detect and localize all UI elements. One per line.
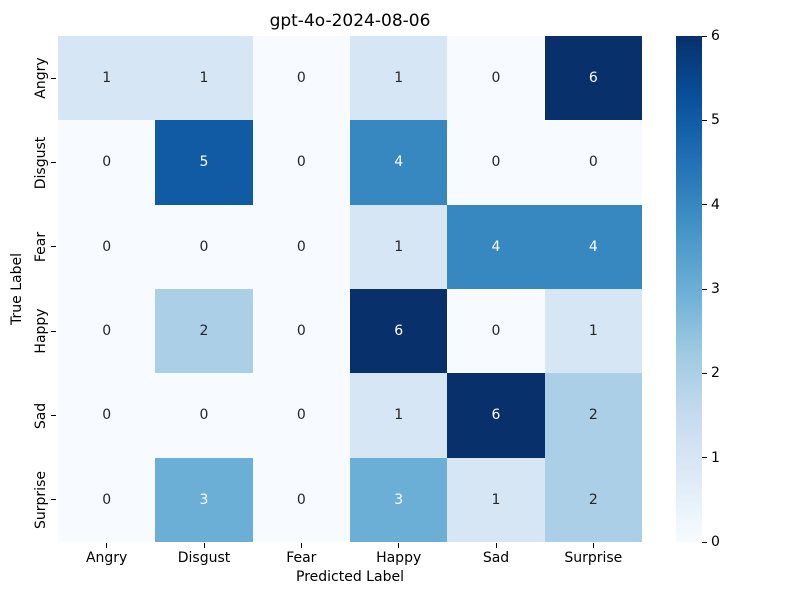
colorbar — [676, 36, 702, 542]
x-tick-mark — [300, 543, 302, 548]
x-tick-mark — [106, 543, 108, 548]
colorbar-tick-mark — [702, 119, 707, 121]
colorbar-tick-mark — [702, 35, 707, 37]
x-tick-label-surprise: Surprise — [564, 550, 623, 566]
cell-happy-surprise: 1 — [544, 289, 642, 374]
y-tick-label-angry: Angry — [33, 57, 49, 99]
cell-fear-happy: 1 — [350, 204, 448, 289]
cell-fear-disgust: 0 — [155, 204, 253, 289]
colorbar-tick-mark — [702, 457, 707, 459]
y-tick-mark — [51, 330, 56, 332]
cell-disgust-sad: 0 — [447, 120, 545, 205]
x-tick-mark — [203, 543, 205, 548]
y-tick-mark — [51, 162, 56, 163]
cell-sad-sad: 6 — [447, 373, 545, 458]
colorbar-tick-label-4: 4 — [711, 196, 720, 213]
colorbar-tick-mark — [702, 541, 707, 543]
cell-surprise-surprise: 2 — [544, 457, 642, 542]
colorbar-tick-label-5: 5 — [711, 112, 720, 129]
cell-surprise-happy: 3 — [350, 457, 448, 542]
y-tick-mark — [51, 246, 56, 248]
y-tick-mark — [51, 499, 56, 501]
cell-angry-angry: 1 — [58, 36, 156, 121]
x-tick-mark — [592, 543, 594, 548]
cell-surprise-fear: 0 — [252, 457, 350, 542]
cell-angry-sad: 0 — [447, 36, 545, 121]
cell-disgust-fear: 0 — [252, 120, 350, 205]
cell-happy-sad: 0 — [447, 289, 545, 374]
cell-fear-angry: 0 — [58, 204, 156, 289]
chart-title: gpt-4o-2024-08-06 — [269, 11, 431, 31]
cell-happy-disgust: 2 — [155, 289, 253, 374]
y-tick-label-surprise: Surprise — [33, 470, 49, 529]
cell-angry-surprise: 6 — [544, 36, 642, 121]
x-axis-label: Predicted Label — [296, 569, 404, 585]
x-tick-mark — [398, 543, 400, 548]
colorbar-tick-mark — [702, 372, 707, 374]
cell-disgust-happy: 4 — [350, 120, 448, 205]
cell-surprise-angry: 0 — [58, 457, 156, 542]
colorbar-tick-label-3: 3 — [711, 281, 720, 297]
cell-angry-fear: 0 — [252, 36, 350, 121]
colorbar-tick-label-0: 0 — [711, 534, 720, 550]
cell-happy-angry: 0 — [58, 289, 156, 374]
colorbar-tick-mark — [702, 204, 707, 206]
cell-angry-happy: 1 — [350, 36, 448, 121]
cell-angry-disgust: 1 — [155, 36, 253, 121]
cell-disgust-surprise: 0 — [544, 120, 642, 205]
x-tick-label-angry: Angry — [85, 550, 128, 566]
cell-happy-happy: 6 — [350, 289, 448, 374]
colorbar-tick-label-6: 6 — [711, 28, 720, 44]
cell-surprise-disgust: 3 — [155, 457, 253, 542]
cell-fear-fear: 0 — [252, 204, 350, 289]
y-tick-label-sad: Sad — [33, 402, 49, 429]
cell-sad-happy: 1 — [350, 373, 448, 458]
cell-sad-disgust: 0 — [155, 373, 253, 458]
y-tick-label-fear: Fear — [33, 231, 49, 262]
cell-happy-fear: 0 — [252, 289, 350, 374]
colorbar-tick-mark — [702, 288, 707, 290]
cell-disgust-disgust: 5 — [155, 120, 253, 205]
cell-fear-surprise: 4 — [544, 204, 642, 289]
y-axis-label: True Label — [9, 253, 25, 325]
x-tick-label-happy: Happy — [376, 550, 422, 566]
y-tick-label-happy: Happy — [33, 308, 49, 354]
x-tick-label-fear: Fear — [286, 550, 317, 566]
cell-sad-angry: 0 — [58, 373, 156, 458]
cell-disgust-angry: 0 — [58, 120, 156, 205]
x-tick-label-disgust: Disgust — [177, 550, 231, 566]
x-tick-mark — [495, 543, 497, 548]
colorbar-tick-label-1: 1 — [711, 449, 720, 466]
colorbar-tick-label-2: 2 — [711, 365, 720, 382]
y-tick-label-disgust: Disgust — [33, 136, 49, 189]
cell-surprise-sad: 1 — [447, 457, 545, 542]
cell-sad-fear: 0 — [252, 373, 350, 458]
cell-sad-surprise: 2 — [544, 373, 642, 458]
y-tick-mark — [51, 77, 56, 79]
cell-fear-sad: 4 — [447, 204, 545, 289]
y-tick-mark — [51, 415, 56, 416]
x-tick-label-sad: Sad — [482, 550, 510, 566]
